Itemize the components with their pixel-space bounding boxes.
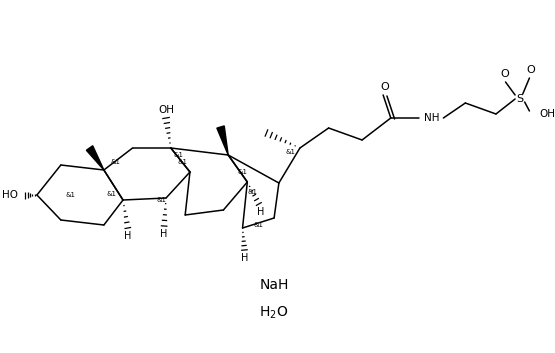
Text: O: O [526,65,535,75]
Text: H: H [257,207,264,217]
Text: OH: OH [158,105,174,115]
Text: S: S [516,94,523,104]
Text: &1: &1 [254,222,264,228]
Text: H$_2$O: H$_2$O [260,305,289,321]
Text: O: O [381,82,390,92]
Text: H: H [124,231,132,241]
Polygon shape [87,146,104,170]
Text: NaH: NaH [259,278,289,292]
Text: H: H [160,229,168,239]
Text: &1: &1 [174,152,184,158]
Text: NH: NH [424,113,440,123]
Text: O: O [500,69,509,79]
Text: &1: &1 [247,189,257,195]
Text: &1: &1 [238,169,248,175]
Text: &1: &1 [110,159,120,165]
Text: &1: &1 [285,149,295,155]
Text: H: H [241,253,248,263]
Text: HO: HO [2,190,18,200]
Text: OH: OH [539,109,555,119]
Text: &1: &1 [177,159,187,165]
Text: &1: &1 [157,197,166,203]
Text: &1: &1 [65,192,75,198]
Polygon shape [217,126,228,155]
Text: &1: &1 [107,191,117,197]
